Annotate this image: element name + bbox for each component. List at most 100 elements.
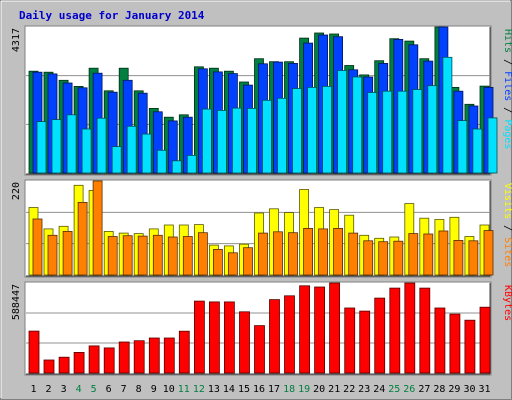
bar-kbytes-day-31 bbox=[480, 307, 490, 373]
bar-kbytes-day-24 bbox=[375, 298, 385, 373]
bar-kbytes-day-8 bbox=[134, 341, 144, 373]
x-tick-label-day-18: 18 bbox=[283, 384, 295, 395]
legend-part-0: Hits bbox=[502, 29, 512, 53]
bar-sites-day-2 bbox=[48, 235, 57, 275]
legend-part-4: Pages bbox=[502, 119, 512, 149]
bar-sites-day-12 bbox=[198, 233, 207, 275]
x-tick-label-day-9: 9 bbox=[151, 384, 157, 395]
bar-pages-day-26 bbox=[413, 90, 422, 174]
bar-kbytes-day-29 bbox=[450, 314, 460, 373]
x-tick-label-day-11: 11 bbox=[178, 384, 190, 395]
bar-sites-day-29 bbox=[454, 240, 463, 275]
bar-sites-day-3 bbox=[63, 231, 72, 275]
bar-kbytes-day-21 bbox=[330, 283, 340, 373]
bar-kbytes-day-22 bbox=[345, 308, 355, 373]
bar-kbytes-day-5 bbox=[89, 346, 99, 373]
x-tick-label-day-31: 31 bbox=[478, 384, 490, 395]
bar-pages-day-6 bbox=[112, 147, 121, 173]
bar-sites-day-16 bbox=[259, 233, 268, 275]
bar-kbytes-day-26 bbox=[405, 283, 415, 373]
bar-sites-day-19 bbox=[304, 228, 313, 275]
bar-pages-day-15 bbox=[248, 108, 257, 173]
bar-pages-day-5 bbox=[97, 118, 106, 173]
bar-kbytes-day-2 bbox=[44, 360, 54, 373]
bar-sites-day-9 bbox=[153, 235, 162, 275]
panel-visits-sites: 220 Visits / Sites bbox=[11, 180, 512, 277]
x-tick-label-day-5: 5 bbox=[91, 384, 97, 395]
y-max-label: 4317 bbox=[11, 28, 22, 52]
legend-part-0: Visits bbox=[502, 183, 512, 219]
bar-sites-day-28 bbox=[439, 231, 448, 275]
legend-part-3: / bbox=[502, 101, 512, 119]
legend-label: Visits / Sites bbox=[502, 183, 512, 267]
bar-sites-day-23 bbox=[364, 241, 373, 275]
bar-kbytes-day-14 bbox=[224, 302, 234, 373]
bar-pages-day-28 bbox=[443, 57, 452, 173]
bar-pages-day-18 bbox=[293, 89, 302, 174]
bar-sites-day-20 bbox=[319, 229, 328, 275]
bar-pages-day-25 bbox=[398, 91, 407, 173]
x-tick-label-day-14: 14 bbox=[223, 384, 235, 395]
bar-kbytes-day-7 bbox=[119, 342, 129, 373]
legend-part-2: Files bbox=[502, 71, 512, 101]
bar-pages-day-10 bbox=[172, 161, 181, 173]
x-tick-label-day-1: 1 bbox=[30, 384, 36, 395]
x-tick-label-day-10: 10 bbox=[163, 384, 175, 395]
bar-pages-day-17 bbox=[278, 98, 287, 173]
chart-title: Daily usage for January 2014 bbox=[19, 9, 205, 22]
bar-sites-day-25 bbox=[394, 241, 403, 275]
bar-sites-day-22 bbox=[349, 233, 358, 275]
x-tick-label-day-25: 25 bbox=[388, 384, 400, 395]
bar-pages-day-29 bbox=[458, 121, 467, 173]
bar-sites-day-21 bbox=[334, 228, 343, 275]
legend-label: KBytes bbox=[502, 285, 512, 321]
x-tick-label-day-29: 29 bbox=[448, 384, 460, 395]
bar-kbytes-day-30 bbox=[465, 320, 475, 373]
bar-pages-day-23 bbox=[368, 93, 377, 174]
bar-pages-day-12 bbox=[202, 109, 211, 173]
bar-pages-day-11 bbox=[187, 155, 196, 173]
bar-sites-day-31 bbox=[484, 231, 493, 275]
bar-sites-day-5 bbox=[93, 181, 102, 275]
bar-pages-day-22 bbox=[353, 77, 362, 173]
bar-sites-day-6 bbox=[108, 237, 117, 276]
y-max-label: 588447 bbox=[11, 284, 22, 320]
bar-kbytes-day-25 bbox=[390, 288, 400, 373]
panel-kbytes: 588447 KBytes bbox=[11, 282, 512, 375]
bar-pages-day-7 bbox=[127, 126, 136, 173]
chart-panels: 4317 Hits / Files / Pages 220 Visits / Site… bbox=[11, 26, 512, 375]
bar-pages-day-20 bbox=[323, 86, 332, 173]
bar-sites-day-7 bbox=[123, 236, 132, 275]
bar-pages-day-19 bbox=[308, 87, 317, 173]
bar-sites-day-26 bbox=[409, 234, 418, 275]
bar-sites-day-13 bbox=[213, 249, 222, 275]
bar-pages-day-8 bbox=[142, 134, 151, 173]
bar-sites-day-17 bbox=[274, 232, 283, 275]
bar-sites-day-8 bbox=[138, 236, 147, 275]
bar-pages-day-13 bbox=[217, 110, 226, 173]
bar-kbytes-day-15 bbox=[240, 312, 250, 373]
x-tick-label-day-2: 2 bbox=[45, 384, 51, 395]
bar-kbytes-day-3 bbox=[59, 357, 69, 373]
bar-pages-day-4 bbox=[82, 129, 91, 173]
x-tick-label-day-8: 8 bbox=[136, 384, 142, 395]
bar-sites-day-10 bbox=[168, 237, 177, 275]
bar-kbytes-day-4 bbox=[74, 352, 84, 373]
x-tick-label-day-24: 24 bbox=[373, 384, 385, 395]
bar-pages-day-31 bbox=[488, 118, 497, 173]
x-tick-label-day-17: 17 bbox=[268, 384, 280, 395]
x-tick-label-day-16: 16 bbox=[253, 384, 265, 395]
bar-pages-day-24 bbox=[383, 91, 392, 173]
bar-kbytes-day-17 bbox=[270, 300, 280, 373]
bar-kbytes-day-28 bbox=[435, 308, 445, 373]
y-max-label: 220 bbox=[11, 182, 22, 200]
x-tick-label-day-27: 27 bbox=[418, 384, 430, 395]
bar-kbytes-day-11 bbox=[179, 331, 189, 373]
bar-kbytes-day-20 bbox=[315, 287, 325, 373]
bar-sites-day-30 bbox=[469, 241, 478, 275]
x-tick-label-day-6: 6 bbox=[106, 384, 112, 395]
x-tick-label-day-19: 19 bbox=[298, 384, 310, 395]
x-tick-label-day-15: 15 bbox=[238, 384, 250, 395]
